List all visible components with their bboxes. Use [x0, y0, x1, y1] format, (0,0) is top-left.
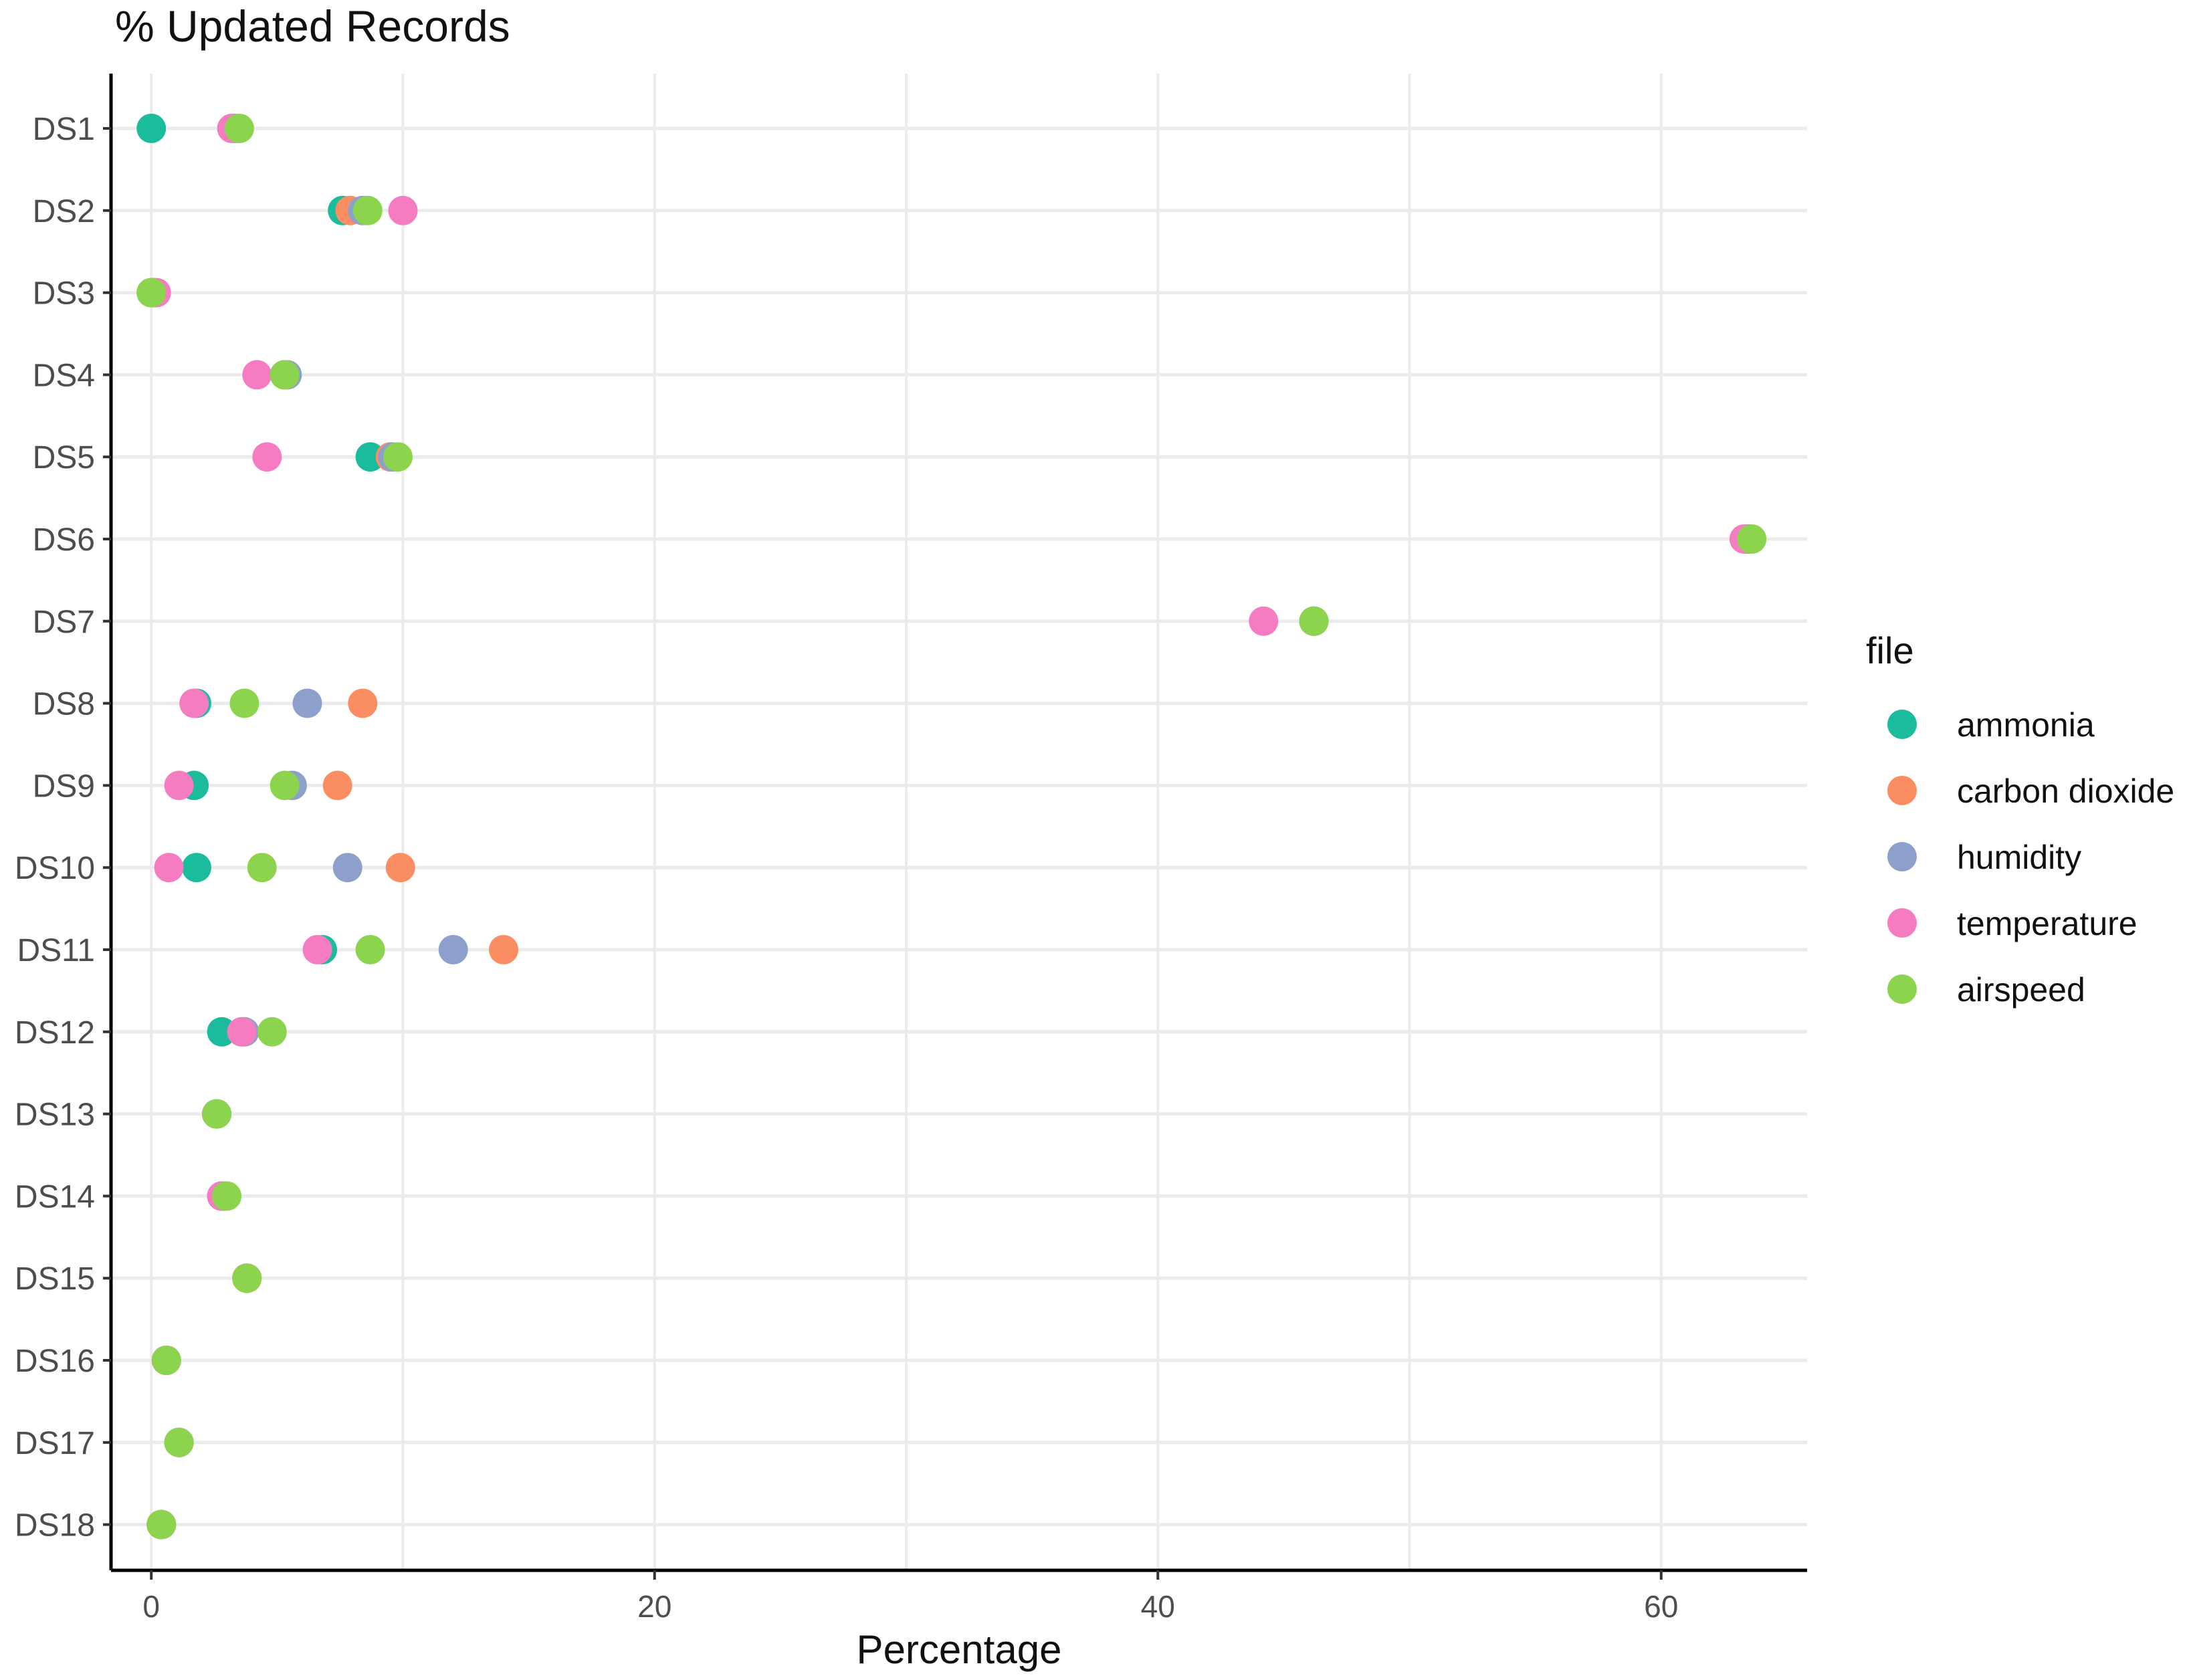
x-tick-label: 20 — [637, 1589, 671, 1624]
data-point — [355, 935, 385, 964]
data-point — [242, 360, 272, 390]
legend-label: ammonia — [1957, 706, 2095, 744]
y-tick-label: DS3 — [33, 276, 95, 312]
data-point — [252, 442, 282, 472]
data-point — [383, 442, 413, 472]
series-temperature — [141, 114, 1759, 1540]
data-points — [136, 114, 1767, 1540]
x-tick-label: 0 — [142, 1589, 160, 1624]
legend-label: temperature — [1957, 905, 2138, 942]
data-point — [332, 853, 362, 883]
data-point — [136, 114, 167, 143]
data-point — [247, 853, 277, 883]
legend: file ammonia carbon dioxide humidity temper… — [1866, 629, 2174, 1009]
data-point — [438, 935, 468, 964]
series-carbon-dioxide — [138, 114, 1762, 1540]
x-tick-label: 60 — [1644, 1589, 1678, 1624]
y-tick-label: DS4 — [33, 358, 95, 393]
y-tick-label: DS18 — [15, 1508, 95, 1544]
data-point — [227, 1017, 257, 1047]
data-point — [207, 1017, 237, 1047]
data-point — [146, 1509, 177, 1540]
x-tick-label: 40 — [1141, 1589, 1175, 1624]
data-point — [136, 278, 167, 308]
data-point — [202, 1099, 232, 1129]
y-tick-label: DS2 — [33, 194, 95, 229]
y-tick-label: DS10 — [15, 851, 95, 886]
data-point — [257, 1017, 287, 1047]
data-point — [388, 195, 418, 225]
y-tick-label: DS5 — [33, 440, 95, 476]
grid — [111, 74, 1807, 1570]
y-tick-label: DS6 — [33, 522, 95, 558]
data-point — [212, 1181, 242, 1211]
data-point — [488, 935, 518, 964]
data-point — [292, 688, 322, 718]
series-humidity — [138, 114, 1764, 1540]
y-tick-label: DS14 — [15, 1179, 95, 1215]
data-point — [385, 853, 415, 883]
y-tick-label: DS9 — [33, 768, 95, 804]
chart-title: % Updated Records — [115, 1, 510, 51]
legend-label: carbon dioxide — [1957, 772, 2174, 810]
series-airspeed — [136, 114, 1767, 1540]
data-point — [352, 195, 383, 225]
data-point — [270, 360, 300, 390]
legend-label: humidity — [1957, 839, 2081, 876]
y-tick-label: DS13 — [15, 1097, 95, 1133]
data-point — [348, 688, 378, 718]
data-point — [154, 853, 184, 883]
data-point — [355, 442, 385, 472]
data-point — [1737, 524, 1767, 554]
data-point — [181, 853, 211, 883]
legend-title: file — [1866, 629, 1914, 671]
data-point — [151, 1346, 181, 1375]
y-tick-label: DS17 — [15, 1426, 95, 1461]
data-point — [1249, 606, 1279, 636]
legend-key — [1887, 842, 1917, 871]
data-point — [164, 1427, 194, 1457]
series-ammonia — [136, 114, 1762, 1540]
y-tick-label: DS11 — [17, 933, 95, 968]
data-point — [179, 688, 209, 718]
data-point — [1299, 606, 1329, 636]
axes: 0 20 40 60 DS1 DS2 DS3 DS4 DS5 DS6 DS7 DS8 DS9 DS10 DS… — [15, 74, 1807, 1624]
data-point — [232, 1263, 262, 1293]
data-point — [224, 114, 254, 143]
x-axis-title: Percentage — [857, 1627, 1062, 1672]
data-point — [302, 935, 332, 964]
data-point — [164, 770, 194, 801]
y-tick-label: DS15 — [15, 1261, 95, 1297]
data-point — [322, 770, 352, 801]
legend-key — [1887, 974, 1917, 1004]
legend-label: airspeed — [1957, 971, 2085, 1009]
y-tick-label: DS8 — [33, 687, 95, 722]
legend-key — [1887, 908, 1917, 938]
data-point — [270, 770, 300, 801]
y-tick-label: DS1 — [33, 112, 95, 147]
data-point — [229, 688, 259, 718]
y-tick-label: DS7 — [33, 605, 95, 640]
y-tick-label: DS16 — [15, 1344, 95, 1379]
y-tick-label: DS12 — [15, 1015, 95, 1051]
legend-key — [1887, 710, 1917, 739]
legend-key — [1887, 776, 1917, 805]
